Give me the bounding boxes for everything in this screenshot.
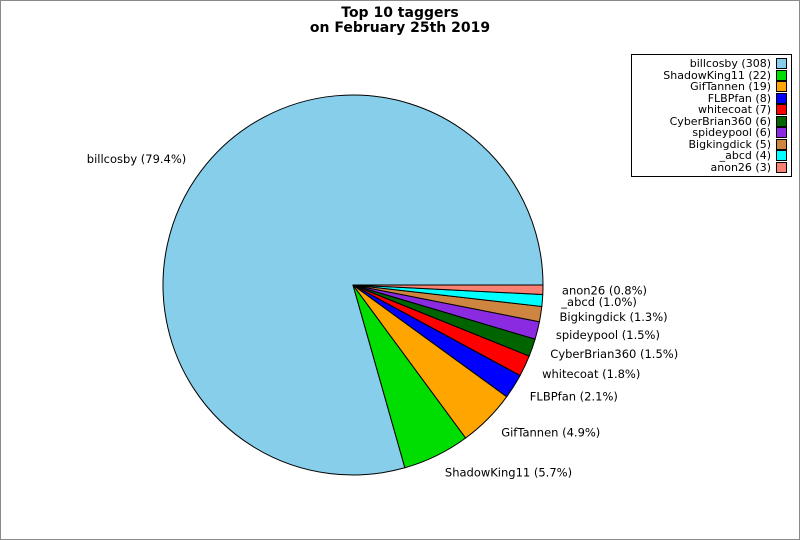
legend-item-label: FLBPfan (8) [707, 91, 771, 105]
legend-item-FLBPfan: FLBPfan (8) [636, 91, 787, 105]
legend-item-label: ShadowKing11 (22) [663, 68, 771, 82]
legend: billcosby (308) ShadowKing11 (22) GifTanne… [631, 54, 792, 177]
pie-label-CyberBrian360: CyberBrian360 (1.5%) [550, 347, 678, 361]
pie-slice-anon26 [352, 284, 544, 296]
chart-title-line2: on February 25th 2019 [309, 20, 491, 36]
legend-item-label: Bigkingdick (5) [688, 137, 772, 151]
legend-item-CyberBrian360: CyberBrian360 (6) [636, 114, 787, 128]
pie-label-billcosby: billcosby (79.4%) [87, 152, 187, 166]
legend-color-swatch [776, 92, 787, 104]
pie-label-whitecoat: whitecoat (1.8%) [542, 367, 640, 381]
pie-label-GifTannen: GifTannen (4.9%) [501, 425, 600, 439]
chart-title: Top 10 taggers on February 25th 2019 [1, 6, 799, 36]
legend-item-anon26: anon26 (3) [636, 160, 787, 174]
legend-item-Bigkingdick: Bigkingdick (5) [636, 137, 787, 151]
pie-label-spideypool: spideypool (1.5%) [556, 328, 660, 342]
legend-color-swatch [776, 161, 787, 173]
legend-color-swatch [776, 115, 787, 127]
legend-color-swatch [776, 58, 787, 70]
legend-item-label: CyberBrian360 (6) [669, 114, 771, 128]
legend-item-label: billcosby (308) [689, 57, 771, 71]
legend-color-swatch [776, 104, 787, 116]
chart-title-line1: Top 10 taggers [341, 5, 459, 21]
legend-item-label: whitecoat (7) [697, 103, 771, 117]
legend-item-spideypool: spideypool (6) [636, 127, 787, 139]
pie-label-anon26: anon26 (0.8%) [562, 283, 647, 297]
legend-item-ShadowKing11: ShadowKing11 (22) [636, 68, 787, 82]
legend-color-swatch [776, 81, 787, 93]
legend-item-label: GifTannen (19) [690, 80, 771, 94]
legend-color-swatch [776, 127, 787, 139]
legend-item-whitecoat: whitecoat (7) [636, 104, 787, 116]
pie-label-ShadowKing11: ShadowKing11 (5.7%) [445, 466, 572, 480]
legend-item-label: _abcd (4) [719, 149, 771, 163]
legend-color-swatch [776, 138, 787, 150]
legend-item-billcosby: billcosby (308) [636, 58, 787, 70]
legend-color-swatch [776, 69, 787, 81]
legend-item-GifTannen: GifTannen (19) [636, 81, 787, 93]
legend-color-swatch [776, 150, 787, 162]
legend-item-label: anon26 (3) [710, 160, 772, 174]
legend-item-label: spideypool (6) [692, 126, 771, 140]
legend-item-_abcd: _abcd (4) [636, 150, 787, 162]
pie-label-Bigkingdick: Bigkingdick (1.3%) [560, 310, 668, 324]
pie-label-_abcd: _abcd (1.0%) [560, 295, 637, 309]
pie-label-FLBPfan: FLBPfan (2.1%) [530, 389, 618, 403]
